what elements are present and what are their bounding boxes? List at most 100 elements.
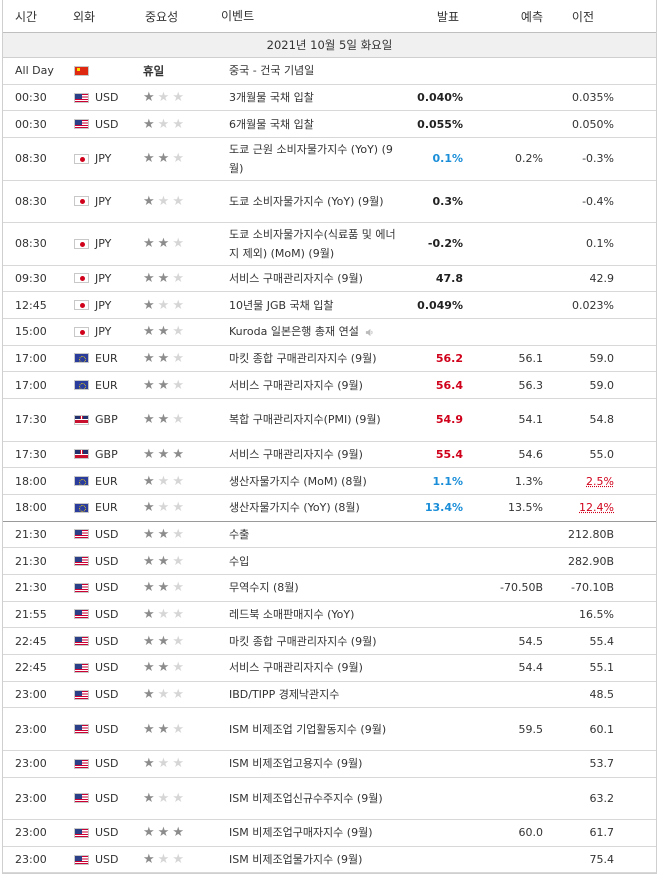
table-row[interactable]: 23:00 USD ★ ★ ★ ISM 비제조업 기업활동지수 (9월) 59.5 60.1	[3, 708, 656, 751]
event-name[interactable]: 서비스 구매관리자지수 (9월)	[221, 376, 397, 395]
event-name-text[interactable]: 복합 구매관리자지수(PMI) (9월)	[229, 413, 381, 427]
event-name-text[interactable]: 마킷 종합 구매관리자지수 (9월)	[229, 351, 377, 365]
event-name-text[interactable]: 서비스 구매관리자지수 (9월)	[229, 447, 363, 461]
event-name[interactable]: 수입	[221, 552, 397, 571]
event-name[interactable]: 도쿄 소비자물가지수(식료품 및 에너지 제외) (MoM) (9월)	[221, 225, 397, 263]
actual-value: 0.055%	[417, 117, 463, 131]
event-name-text[interactable]: 도쿄 근원 소비자물가지수 (YoY) (9월)	[229, 142, 393, 175]
event-name-text[interactable]: ISM 비제조업고용지수 (9월)	[229, 757, 363, 771]
event-name-text[interactable]: 도쿄 소비자물가지수 (YoY) (9월)	[229, 194, 384, 208]
header-actual[interactable]: 발표	[436, 9, 459, 24]
event-name[interactable]: 마킷 종합 구매관리자지수 (9월)	[221, 349, 397, 368]
event-name[interactable]: ISM 비제조업신규수주지수 (9월)	[221, 789, 397, 808]
event-name[interactable]: 무역수지 (8월)	[221, 578, 397, 597]
table-row[interactable]: 17:30 GBP ★ ★ ★ 복합 구매관리자지수(PMI) (9월) 54.9 54.1 5…	[3, 399, 656, 442]
event-name[interactable]: Kuroda 일본은행 총재 연설	[221, 322, 397, 341]
table-row[interactable]: 18:00 EUR ★ ★ ★ 생산자물가지수 (YoY) (8월) 13.4% 13.5% 1…	[3, 494, 656, 522]
event-name-text[interactable]: 마킷 종합 구매관리자지수 (9월)	[229, 634, 377, 648]
event-name-text[interactable]: ISM 비제조업신규수주지수 (9월)	[229, 791, 383, 805]
event-name[interactable]: 레드북 소매판매지수 (YoY)	[221, 605, 397, 624]
event-name[interactable]: 생산자물가지수 (YoY) (8월)	[221, 498, 397, 517]
event-name-text[interactable]: 6개월물 국채 입찰	[229, 117, 314, 131]
event-name-text[interactable]: 10년물 JGB 국채 입찰	[229, 298, 334, 312]
event-name-text[interactable]: 수입	[229, 554, 250, 568]
table-row[interactable]: 15:00 JPY ★ ★ ★ Kuroda 일본은행 총재 연설	[3, 318, 656, 346]
star-filled-icon: ★	[143, 580, 155, 596]
event-currency: USD	[65, 635, 133, 648]
table-row[interactable]: 17:30 GBP ★ ★ ★ 서비스 구매관리자지수 (9월) 55.4 54.6 55.0	[3, 441, 656, 469]
event-name-text[interactable]: ISM 비제조업물가지수 (9월)	[229, 853, 363, 867]
event-name-text[interactable]: Kuroda 일본은행 총재 연설	[229, 325, 359, 339]
table-row[interactable]: 08:30 JPY ★ ★ ★ 도쿄 소비자물가지수(식료품 및 에너지 제외) (MoM…	[3, 223, 656, 266]
event-name[interactable]: 도쿄 소비자물가지수 (YoY) (9월)	[221, 192, 397, 211]
importance-stars: ★ ★ ★	[133, 237, 221, 250]
event-name[interactable]: 10년물 JGB 국채 입찰	[221, 296, 397, 315]
header-event[interactable]: 이벤트	[221, 8, 255, 23]
table-row[interactable]: 00:30 USD ★ ★ ★ 6개월물 국채 입찰 0.055% 0.050%	[3, 111, 656, 139]
table-row[interactable]: 23:00 USD ★ ★ ★ ISM 비제조업구매자지수 (9월) 60.0 61.7	[3, 820, 656, 847]
table-row[interactable]: 21:30 USD ★ ★ ★ 무역수지 (8월) -70.50B -70.10B	[3, 574, 656, 602]
header-forecast[interactable]: 예측	[520, 9, 543, 24]
event-name[interactable]: ISM 비제조업 기업활동지수 (9월)	[221, 720, 397, 739]
header-previous[interactable]: 이전	[571, 9, 594, 24]
table-row[interactable]: 21:55 USD ★ ★ ★ 레드북 소매판매지수 (YoY) 16.5%	[3, 601, 656, 629]
table-row[interactable]: 17:00 EUR ★ ★ ★ 서비스 구매관리자지수 (9월) 56.4 56.3 59.0	[3, 372, 656, 399]
holiday-event[interactable]: 중국 - 건국 기념일	[229, 64, 315, 78]
table-row[interactable]: 12:45 JPY ★ ★ ★ 10년물 JGB 국채 입찰 0.049% 0.023%	[3, 292, 656, 319]
table-row[interactable]: 00:30 USD ★ ★ ★ 3개월물 국채 입찰 0.040% 0.035%	[3, 84, 656, 112]
holiday-row[interactable]: All Day 휴일 중국 - 건국 기념일	[3, 58, 656, 85]
table-row[interactable]: 23:00 USD ★ ★ ★ IBD/TIPP 경제낙관지수 48.5	[3, 681, 656, 709]
event-name-text[interactable]: IBD/TIPP 경제낙관지수	[229, 688, 340, 702]
header-time[interactable]: 시간	[15, 9, 38, 24]
table-row[interactable]: 23:00 USD ★ ★ ★ ISM 비제조업고용지수 (9월) 53.7	[3, 750, 656, 778]
event-name[interactable]: ISM 비제조업고용지수 (9월)	[221, 754, 397, 773]
event-name[interactable]: 도쿄 근원 소비자물가지수 (YoY) (9월)	[221, 140, 397, 178]
event-name-text[interactable]: 서비스 구매관리자지수 (9월)	[229, 271, 363, 285]
currency-code: GBP	[95, 447, 118, 461]
event-name-text[interactable]: 수출	[229, 527, 250, 541]
event-name-text[interactable]: 도쿄 소비자물가지수(식료품 및 에너지 제외) (MoM) (9월)	[229, 227, 396, 260]
speaker-icon[interactable]	[365, 328, 374, 337]
event-name[interactable]: 서비스 구매관리자지수 (9월)	[221, 658, 397, 677]
event-name-text[interactable]: 서비스 구매관리자지수 (9월)	[229, 661, 363, 675]
header-importance[interactable]: 중요성	[145, 9, 179, 24]
event-name[interactable]: 6개월물 국채 입찰	[221, 115, 397, 134]
us-flag-icon	[74, 609, 89, 620]
forecast-value: 54.5	[518, 634, 544, 648]
table-row[interactable]: 23:00 USD ★ ★ ★ ISM 비제조업신규수주지수 (9월) 63.2	[3, 777, 656, 821]
event-name[interactable]: ISM 비제조업물가지수 (9월)	[221, 850, 397, 869]
event-name[interactable]: IBD/TIPP 경제낙관지수	[221, 685, 397, 704]
event-name[interactable]: 마킷 종합 구매관리자지수 (9월)	[221, 632, 397, 651]
event-name-text[interactable]: 무역수지 (8월)	[229, 581, 299, 595]
star-empty-icon: ★	[172, 633, 184, 649]
table-row[interactable]: 21:30 USD ★ ★ ★ 수입 282.90B	[3, 548, 656, 575]
event-name[interactable]: 생산자물가지수 (MoM) (8월)	[221, 472, 397, 491]
event-name-text[interactable]: ISM 비제조업구매자지수 (9월)	[229, 826, 373, 840]
eu-flag-icon	[74, 502, 89, 513]
table-row[interactable]: 22:45 USD ★ ★ ★ 서비스 구매관리자지수 (9월) 54.4 55.1	[3, 655, 656, 682]
event-name[interactable]: 서비스 구매관리자지수 (9월)	[221, 269, 397, 288]
header-currency[interactable]: 외화	[73, 9, 96, 24]
event-name-text[interactable]: 3개월물 국채 입찰	[229, 91, 314, 105]
table-row[interactable]: 22:45 USD ★ ★ ★ 마킷 종합 구매관리자지수 (9월) 54.5 55.4	[3, 628, 656, 655]
event-name-text[interactable]: 생산자물가지수 (MoM) (8월)	[229, 474, 367, 488]
table-row[interactable]: 09:30 JPY ★ ★ ★ 서비스 구매관리자지수 (9월) 47.8 42.9	[3, 265, 656, 293]
event-name-text[interactable]: ISM 비제조업 기업활동지수 (9월)	[229, 722, 387, 736]
event-name[interactable]: 복합 구매관리자지수(PMI) (9월)	[221, 410, 397, 429]
table-row[interactable]: 18:00 EUR ★ ★ ★ 생산자물가지수 (MoM) (8월) 1.1% 1.3% 2.5…	[3, 468, 656, 495]
table-row[interactable]: 08:30 JPY ★ ★ ★ 도쿄 소비자물가지수 (YoY) (9월) 0.3% -0.4…	[3, 180, 656, 224]
event-name[interactable]: 서비스 구매관리자지수 (9월)	[221, 445, 397, 464]
star-empty-icon: ★	[172, 721, 184, 737]
event-name[interactable]: 수출	[221, 525, 397, 544]
table-row[interactable]: 08:30 JPY ★ ★ ★ 도쿄 근원 소비자물가지수 (YoY) (9월) 0.1% 0…	[3, 138, 656, 181]
table-row[interactable]: 21:30 USD ★ ★ ★ 수출 212.80B	[3, 521, 656, 549]
star-filled-icon: ★	[143, 297, 155, 313]
importance-stars: ★ ★ ★	[133, 352, 221, 365]
table-row[interactable]: 23:00 USD ★ ★ ★ ISM 비제조업물가지수 (9월) 75.4	[3, 846, 656, 874]
event-name[interactable]: 3개월물 국채 입찰	[221, 88, 397, 107]
event-name-text[interactable]: 서비스 구매관리자지수 (9월)	[229, 378, 363, 392]
table-row[interactable]: 17:00 EUR ★ ★ ★ 마킷 종합 구매관리자지수 (9월) 56.2 56.1 59.…	[3, 345, 656, 373]
event-name-text[interactable]: 레드북 소매판매지수 (YoY)	[229, 607, 355, 621]
event-name[interactable]: ISM 비제조업구매자지수 (9월)	[221, 823, 397, 842]
event-name-text[interactable]: 생산자물가지수 (YoY) (8월)	[229, 501, 360, 515]
